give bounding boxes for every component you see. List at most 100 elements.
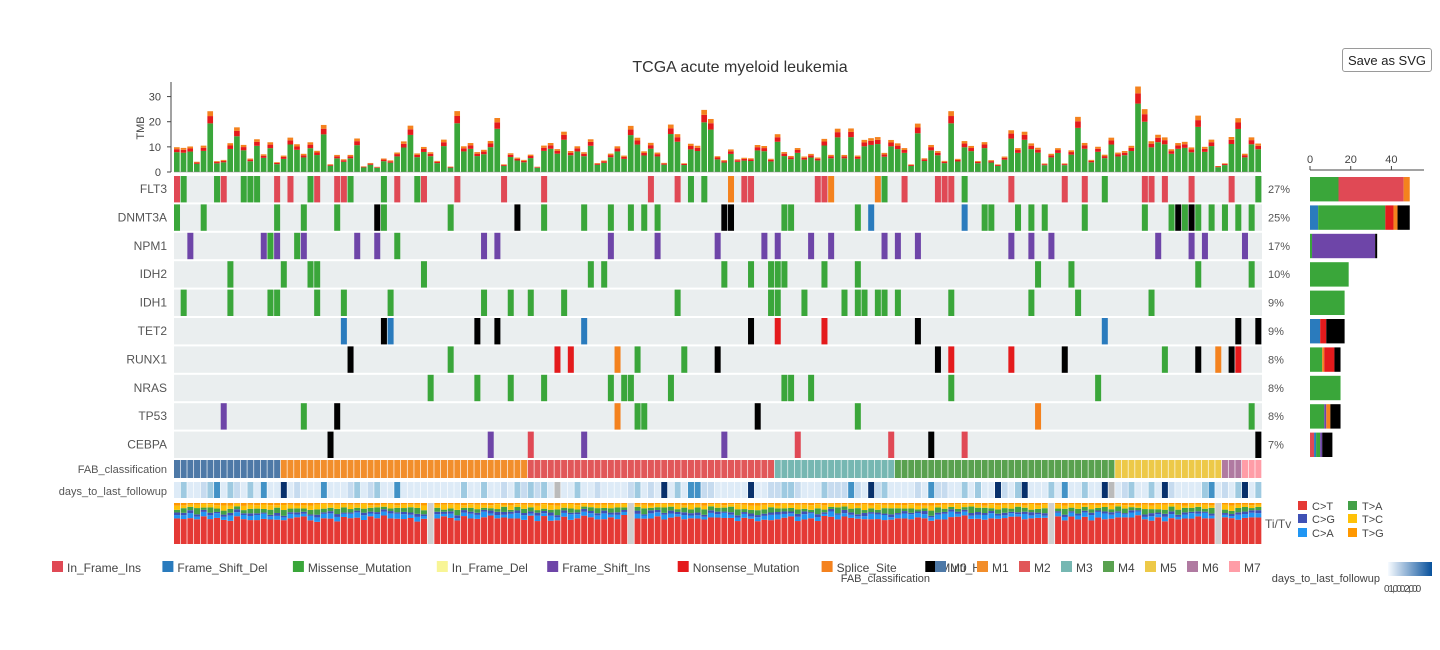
tmb-bar <box>614 146 621 149</box>
titv-cell <box>1115 512 1122 518</box>
tmb-bar <box>260 155 267 158</box>
titv-cell <box>1255 510 1262 514</box>
tmb-bar <box>754 145 761 148</box>
tmb-bar <box>1008 138 1015 172</box>
mutation-cell <box>481 232 488 260</box>
titv-cell <box>327 511 334 514</box>
mutation-cell <box>387 289 394 316</box>
tmb-bar <box>554 149 561 151</box>
tmb-bar <box>641 152 647 156</box>
followup-cell <box>621 482 628 498</box>
titv-cell <box>1048 503 1055 544</box>
mutation-cell <box>287 176 294 203</box>
followup-cell <box>1241 482 1248 498</box>
titv-cell <box>1201 511 1208 513</box>
titv-cell <box>621 511 628 515</box>
titv-cell <box>1175 509 1182 515</box>
titv-cell <box>394 507 401 513</box>
titv-cell <box>374 518 381 544</box>
titv-cell <box>928 510 935 516</box>
fab-cell <box>467 460 474 478</box>
fab-cell <box>280 460 287 478</box>
variant-legend-label: In_Frame_Del <box>452 561 528 575</box>
titv-cell <box>748 503 755 506</box>
tmb-bar <box>420 151 427 172</box>
followup-cell <box>968 482 975 498</box>
titv-cell <box>654 516 661 544</box>
tmb-bar <box>314 155 320 172</box>
gene-row-background <box>174 176 1262 203</box>
fab-legend-label: M5 <box>1160 561 1177 575</box>
titv-cell <box>1168 518 1175 544</box>
followup-cell <box>954 482 961 498</box>
tmb-bar <box>400 147 407 172</box>
titv-cell <box>180 503 187 506</box>
tmb-bar <box>414 154 420 158</box>
titv-cell <box>921 505 928 509</box>
tmb-bar <box>861 139 868 143</box>
titv-cell <box>868 505 875 509</box>
tmb-bar <box>1148 143 1155 148</box>
tmb-bar <box>707 118 714 124</box>
mutation-cell <box>714 346 721 373</box>
gene-label: NPM1 <box>134 239 168 253</box>
mutation-cell <box>854 261 861 288</box>
tmb-bar <box>607 155 614 158</box>
tmb-bar <box>1021 131 1028 135</box>
mutation-cell <box>1235 346 1242 373</box>
titv-cell <box>227 503 234 506</box>
followup-cell <box>501 482 508 498</box>
titv-cell <box>514 510 521 514</box>
tmb-bar <box>1195 115 1201 121</box>
tmb-bar <box>1181 147 1188 172</box>
fab-cell <box>1228 460 1235 478</box>
tmb-bar <box>1228 137 1235 140</box>
tmb-bar <box>961 141 968 144</box>
titv-cell <box>254 520 261 544</box>
titv-cell <box>974 512 981 515</box>
tmb-bar <box>1135 93 1141 104</box>
tmb-bar <box>748 161 754 172</box>
titv-cell <box>247 513 254 516</box>
titv-cell <box>554 503 561 506</box>
titv-cell <box>347 512 354 514</box>
fab-cell <box>260 460 267 478</box>
tmb-bar <box>981 148 988 172</box>
tmb-bar <box>487 140 494 144</box>
titv-cell <box>667 513 674 518</box>
tmb-bar <box>794 152 801 172</box>
variant-legend-swatch <box>547 561 559 572</box>
fab-cell <box>1115 460 1122 478</box>
titv-cell <box>274 519 281 544</box>
followup-cell <box>187 482 194 498</box>
tmb-bar <box>394 154 400 157</box>
titv-cell <box>547 509 554 513</box>
titv-cell <box>901 518 908 544</box>
titv-cell <box>454 504 461 510</box>
tmb-bar <box>1001 156 1008 158</box>
fab-cell <box>1175 460 1182 478</box>
mutation-cell <box>280 261 287 288</box>
mutation-cell <box>1208 204 1215 231</box>
tmb-bar <box>254 139 260 142</box>
tmb-bar <box>841 158 848 172</box>
tmb-bar <box>1248 144 1255 172</box>
followup-cell <box>848 482 855 498</box>
titv-cell <box>1088 512 1095 516</box>
titv-cell <box>821 515 828 544</box>
mutation-cell <box>340 176 347 203</box>
tmb-bar <box>374 167 380 172</box>
titv-cell <box>914 509 921 512</box>
titv-cell <box>314 521 321 544</box>
tmb-bar <box>220 159 227 161</box>
save-as-svg-button[interactable]: Save as SVG <box>1342 48 1432 72</box>
titv-cell <box>594 513 601 516</box>
tmb-bar <box>467 143 474 146</box>
mutation-cell <box>841 289 848 316</box>
followup-cell <box>701 482 708 498</box>
mutation-cell <box>808 232 815 260</box>
titv-cell <box>1241 514 1248 518</box>
titv-cell <box>227 520 234 544</box>
tmb-bar <box>280 155 287 157</box>
followup-cell <box>561 482 568 498</box>
